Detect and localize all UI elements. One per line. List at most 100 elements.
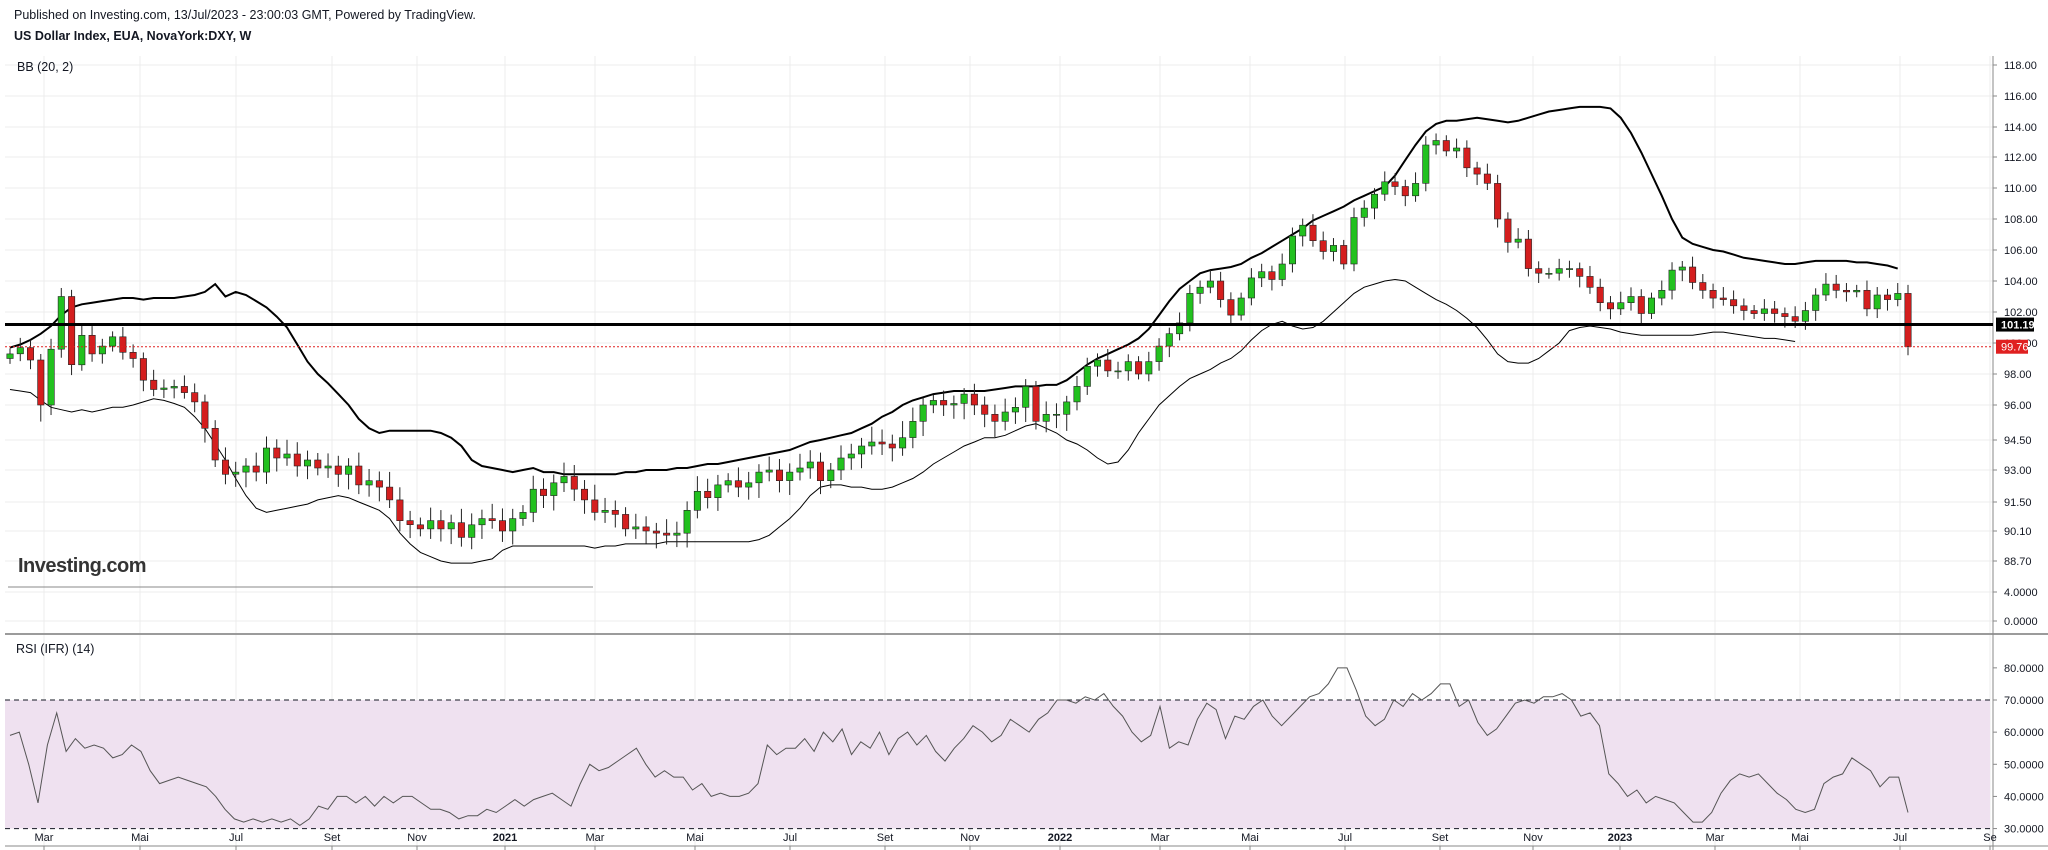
candle-body xyxy=(775,469,783,481)
candle xyxy=(1678,261,1686,282)
candle-body xyxy=(334,465,342,475)
candle-body xyxy=(1063,401,1071,415)
candle-body xyxy=(1401,186,1409,197)
candle xyxy=(57,287,65,358)
candle-body xyxy=(1771,308,1779,314)
candle-body xyxy=(68,296,76,365)
candle-body xyxy=(1473,167,1481,175)
candle-body xyxy=(1853,289,1861,293)
candle xyxy=(693,476,701,519)
candle-body xyxy=(1350,217,1358,265)
candle-body xyxy=(170,386,178,389)
candle-body xyxy=(314,459,322,469)
bb-upper-band xyxy=(9,105,1898,476)
candle-body xyxy=(591,499,599,513)
candle-body xyxy=(242,465,250,473)
candle-body xyxy=(755,471,763,484)
candle xyxy=(324,453,332,478)
candle xyxy=(1586,265,1594,294)
time-tick-label: Set xyxy=(877,832,894,844)
candle-body xyxy=(211,427,219,461)
candle xyxy=(1822,273,1830,301)
candle xyxy=(580,480,588,514)
candle-body xyxy=(1319,240,1327,252)
rsi-axis: 80.0000 70.0000 60.0000 50.0000 40.0000 30.00… xyxy=(1993,663,2044,836)
candle xyxy=(252,452,260,482)
candle xyxy=(1001,398,1009,431)
candle-body xyxy=(765,469,773,473)
candle xyxy=(1853,284,1861,298)
candle-body xyxy=(1576,268,1584,277)
candle xyxy=(847,443,855,470)
candle-body xyxy=(447,522,455,530)
candle-body xyxy=(745,482,753,488)
candle xyxy=(1463,140,1471,177)
candle xyxy=(1504,212,1512,253)
candle-body xyxy=(1740,305,1748,311)
candle-body xyxy=(1709,289,1717,299)
candle-body xyxy=(960,393,968,404)
candle xyxy=(1124,354,1132,381)
candle-body xyxy=(365,480,373,486)
candle-body xyxy=(673,532,681,536)
candle xyxy=(1155,338,1163,371)
candle xyxy=(1535,261,1543,284)
candle-body xyxy=(560,476,568,484)
candle xyxy=(806,450,814,479)
candle-body xyxy=(683,509,691,534)
candle xyxy=(550,474,558,511)
candle xyxy=(1432,133,1440,155)
candle-body xyxy=(1145,361,1153,375)
candle xyxy=(457,508,465,547)
candle-body xyxy=(1360,207,1368,218)
price-tick-label: 94.50 xyxy=(2004,435,2032,447)
price-tick-label: 93.00 xyxy=(2004,465,2032,477)
candle xyxy=(1904,284,1912,356)
candle xyxy=(1689,256,1697,290)
price-tick-label: 88.70 xyxy=(2004,556,2032,568)
price-tick-label: 98.00 xyxy=(2004,369,2032,381)
investing-logo: Investing.com xyxy=(18,555,146,577)
candle xyxy=(1289,227,1297,273)
candle xyxy=(899,421,907,456)
candle xyxy=(303,450,311,480)
candle-body xyxy=(1637,296,1645,314)
candle-body xyxy=(1330,245,1338,252)
time-tick-label: Nov xyxy=(407,832,427,844)
price-tick-label: 0.0000 xyxy=(2004,616,2038,628)
candle xyxy=(632,513,640,539)
candle xyxy=(78,324,86,371)
candle xyxy=(642,516,650,544)
candle xyxy=(529,475,537,523)
candle-body xyxy=(88,334,96,355)
candle-body xyxy=(1289,235,1297,265)
candle xyxy=(950,395,958,419)
candle xyxy=(1832,274,1840,299)
candle-body xyxy=(1186,293,1194,324)
candle-body xyxy=(1227,299,1235,316)
candle-body xyxy=(232,471,240,475)
time-tick-label: Mai xyxy=(1791,832,1809,844)
candle-body xyxy=(488,518,496,521)
candle-body xyxy=(457,522,465,538)
candle-body xyxy=(1719,297,1727,300)
candle xyxy=(68,289,76,376)
candle-body xyxy=(1894,293,1902,300)
candle-body xyxy=(468,524,476,538)
candle-body xyxy=(816,461,824,482)
rsi-tick-label: 50.0000 xyxy=(2004,759,2044,771)
time-tick-label: Nov xyxy=(960,832,980,844)
candle-body xyxy=(888,443,896,449)
candle xyxy=(242,458,250,488)
candle xyxy=(1206,269,1214,294)
candle xyxy=(1104,349,1112,377)
time-tick-label: Set xyxy=(324,832,341,844)
candle-body xyxy=(1884,294,1892,300)
candle xyxy=(1360,200,1368,227)
candle-body xyxy=(909,420,917,438)
candle xyxy=(355,452,363,495)
candle-body xyxy=(1463,147,1471,169)
candle xyxy=(1237,292,1245,321)
candle-body xyxy=(1371,193,1379,209)
